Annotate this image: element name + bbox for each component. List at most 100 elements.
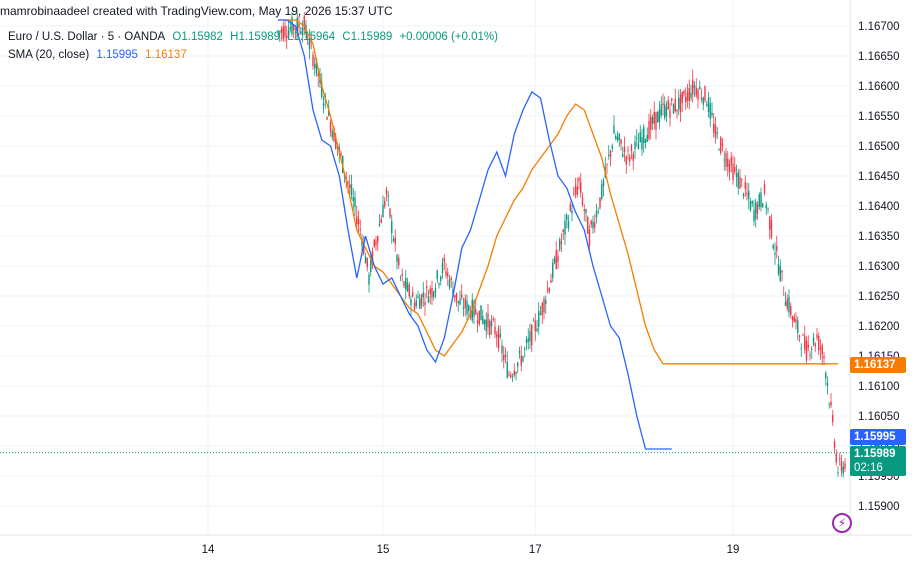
candle (478, 310, 480, 327)
candle (293, 23, 295, 39)
candle (588, 224, 591, 250)
candle (711, 102, 713, 118)
candle (669, 103, 671, 127)
candle (394, 229, 396, 252)
candle (797, 316, 799, 341)
candle (508, 370, 510, 377)
candle (730, 151, 732, 173)
candle (646, 127, 648, 143)
candle (531, 323, 533, 353)
last-price-tag: 1.15989 02:16 (850, 446, 906, 476)
price-axis[interactable]: 1.16700 1.16650 1.16600 1.16550 1.16500 1.164… (0, 0, 912, 536)
candle (406, 277, 409, 292)
candle (291, 12, 293, 37)
candle (504, 347, 507, 364)
candle (784, 291, 787, 306)
candle (679, 89, 682, 122)
candle (459, 290, 461, 306)
sma-slow-line (278, 19, 838, 365)
y-tick-label: 1.16050 (858, 411, 900, 423)
candle (839, 452, 841, 466)
candle (800, 343, 802, 357)
time-axis[interactable]: 14 15 17 19 (202, 544, 740, 556)
candle (441, 257, 444, 279)
sma-label[interactable]: SMA (20, close) (8, 49, 90, 61)
candle (683, 89, 685, 97)
candle (636, 129, 638, 147)
candle (816, 327, 818, 341)
candle (401, 268, 403, 282)
candle (399, 275, 402, 282)
candle (674, 88, 676, 113)
candle (770, 214, 773, 240)
candle (419, 293, 421, 309)
candle (499, 325, 501, 340)
candle (422, 282, 424, 307)
candle (763, 179, 766, 196)
lightning-bolt-icon[interactable]: ⚡ (832, 513, 852, 533)
candle (697, 87, 699, 109)
candle (294, 28, 297, 40)
candle (431, 280, 433, 306)
candle (840, 454, 843, 477)
candle (581, 192, 584, 208)
candle (312, 51, 314, 70)
candle (517, 361, 519, 373)
candle (522, 355, 524, 363)
candle (284, 19, 286, 43)
candle (776, 235, 778, 259)
candle (412, 286, 414, 298)
candle (835, 449, 837, 466)
candle (608, 145, 610, 160)
candle (741, 178, 743, 187)
candle (832, 409, 834, 426)
candle (391, 214, 393, 244)
candle (585, 208, 587, 223)
symbol-name[interactable]: Euro / U.S. Dollar · 5 · OANDA (8, 31, 166, 43)
candle (728, 159, 731, 181)
candle (326, 116, 328, 120)
candle (807, 335, 809, 352)
candle (501, 339, 503, 363)
candle (685, 87, 687, 110)
candle (536, 319, 538, 333)
candle (844, 458, 846, 472)
candle (765, 201, 767, 216)
candle (513, 363, 515, 378)
candle (693, 81, 696, 97)
candle (308, 29, 311, 60)
candle (837, 466, 839, 477)
candle (786, 293, 788, 312)
candle (392, 235, 395, 243)
candle (382, 195, 384, 218)
candle (671, 97, 673, 106)
candle (618, 132, 620, 147)
candle (417, 290, 419, 299)
y-tick-label: 1.16400 (858, 201, 900, 213)
last-price-value: 1.15989 (854, 448, 896, 460)
candle (546, 280, 549, 294)
candle (482, 309, 484, 325)
candle (426, 280, 428, 299)
candle (480, 305, 482, 321)
chart-grid (0, 0, 850, 535)
candle (791, 315, 794, 328)
candle (781, 270, 783, 282)
candle (279, 30, 281, 43)
candle (447, 267, 449, 286)
candle (655, 111, 657, 140)
candle (681, 91, 683, 112)
candle (420, 293, 423, 309)
candle (494, 317, 496, 339)
candle (277, 29, 279, 35)
candle (758, 192, 760, 210)
candle (704, 85, 706, 103)
candle (534, 313, 536, 342)
candle (354, 190, 356, 217)
candle (611, 143, 613, 152)
candle (567, 215, 570, 232)
candle (331, 128, 333, 141)
candle (651, 114, 654, 131)
candle (539, 305, 542, 316)
